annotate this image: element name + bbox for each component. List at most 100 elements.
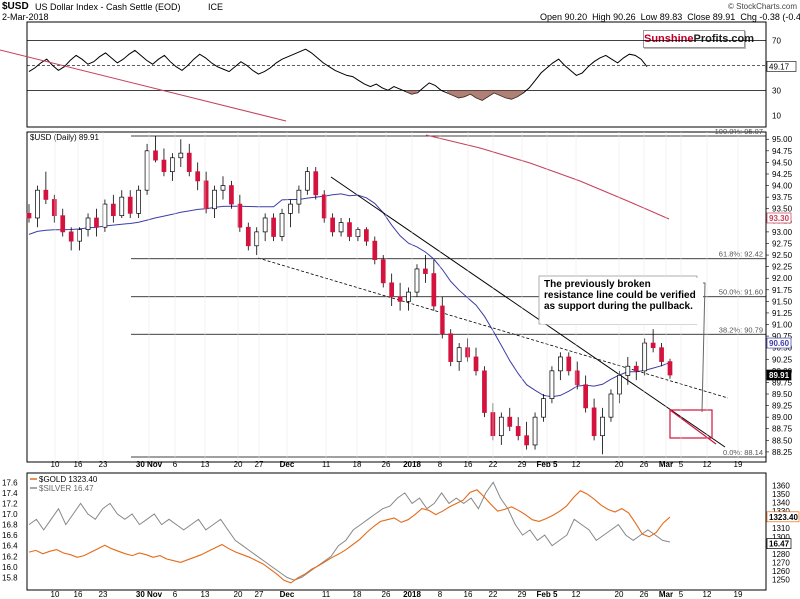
gs-x-tick: 5	[679, 590, 684, 599]
candle-body	[170, 157, 175, 173]
candle-body	[127, 196, 133, 214]
gs-x-tick: 2018	[403, 590, 421, 599]
candle-body	[347, 222, 352, 237]
gold-axis-tick: 1260	[772, 567, 790, 576]
usd-value-tag-ma50	[766, 337, 792, 349]
usd-x-tick: 18	[353, 460, 362, 469]
usd-x-tick: 22	[489, 460, 498, 469]
usd-x-tick: 13	[201, 460, 210, 469]
gold-value-tag	[766, 511, 800, 523]
usd-tick: 93.50	[772, 205, 793, 214]
annotation-callout: The previously broken resistance line co…	[541, 278, 703, 324]
candle-body	[94, 217, 99, 228]
rsi-value-label: 49.17	[769, 62, 790, 71]
gold-axis-tick: 1280	[772, 550, 790, 559]
candle-body	[304, 171, 310, 191]
candle-body	[617, 375, 622, 395]
silver-axis-tick: 16.2	[2, 552, 18, 561]
usd-tick: 88.75	[772, 425, 793, 434]
projection-line	[669, 409, 717, 445]
silver-axis-tick: 16.8	[2, 521, 18, 530]
usd-tick: 89.75	[772, 378, 793, 387]
logo-part-1: Sunshine	[644, 33, 694, 45]
candle-body	[26, 213, 32, 219]
candle-body	[338, 222, 344, 233]
candle-body	[608, 393, 614, 418]
candle-body	[423, 268, 428, 274]
gs-x-tick: 27	[255, 590, 264, 599]
candle-body	[667, 361, 673, 376]
candle-body	[110, 203, 116, 217]
usd-tick: 94.50	[772, 158, 793, 167]
candle-body	[178, 152, 184, 159]
candle-body	[279, 213, 285, 237]
candle-body	[237, 203, 243, 228]
candle-body	[482, 370, 487, 413]
silver-axis-tick: 16.6	[2, 531, 18, 540]
candle-body	[659, 347, 664, 362]
silver-line	[28, 481, 671, 581]
close-label: Close	[687, 12, 711, 22]
silver-axis-tick: 17.4	[2, 489, 18, 498]
candle-body	[380, 259, 386, 284]
gs-x-tick: 6	[173, 590, 178, 599]
silver-axis-tick: 17.0	[2, 510, 18, 519]
gs-x-tick: 13	[201, 590, 210, 599]
rsi-tick: 10	[772, 111, 781, 120]
usd-tick: 88.50	[772, 436, 793, 445]
candle-body	[102, 203, 108, 228]
candle-body	[229, 185, 234, 205]
chart-date: 2-Mar-2018	[2, 12, 49, 22]
candle-body	[186, 152, 192, 173]
candle-body	[625, 365, 631, 376]
usd-x-tick: 19	[734, 460, 743, 469]
candle-body	[439, 305, 445, 335]
candle-body	[372, 240, 378, 261]
candle-body	[77, 229, 82, 242]
silver-axis-tick: 17.6	[2, 478, 18, 487]
gold-axis-tick: 1300	[772, 533, 790, 542]
candle-body	[507, 416, 513, 427]
open-value: 90.20	[564, 12, 588, 22]
candle-body	[541, 398, 546, 418]
usd-x-tick: 8	[438, 460, 443, 469]
candle-body	[245, 226, 251, 247]
rsi-line	[28, 48, 648, 101]
usd-x-tick: 10	[51, 460, 60, 469]
candle-body	[498, 416, 504, 437]
fib-label: 50.0%: 91.60	[719, 288, 763, 297]
gs-x-tick: 22	[489, 590, 498, 599]
rsi-oversold-fill	[405, 90, 418, 95]
candle-body	[220, 185, 226, 191]
rsi-tick: 30	[772, 86, 781, 95]
candle-body	[591, 407, 597, 437]
candle-body	[85, 217, 91, 230]
gs-x-tick: 23	[99, 590, 108, 599]
gold-legend-label: $GOLD 1323.40	[39, 475, 98, 484]
usd-tick: 90.25	[772, 355, 793, 364]
high-value: 90.26	[613, 12, 636, 22]
usd-tick: 92.75	[772, 239, 793, 248]
candle-body	[330, 217, 335, 233]
candle-body	[136, 189, 141, 214]
candle-body	[600, 416, 605, 437]
candle-body	[524, 435, 529, 446]
gs-x-tick: 11	[322, 590, 331, 599]
usd-x-tick: 2018	[403, 460, 421, 469]
gs-x-tick: Mar	[659, 590, 673, 599]
usd-x-tick: Mar	[659, 460, 673, 469]
usd-x-tick: Dec	[280, 460, 295, 469]
chart-name: US Dollar Index - Cash Settle (EOD)	[35, 2, 181, 12]
silver-value-tag-label: 16.47	[769, 540, 790, 549]
candle-body	[532, 416, 538, 446]
usd-tick: 94.00	[772, 182, 793, 191]
usd-x-tick: 20	[234, 460, 243, 469]
silver-legend-label: $SILVER 16.47	[39, 484, 94, 493]
gs-x-tick: 12	[703, 590, 712, 599]
candle-body	[271, 217, 276, 237]
candle-body	[203, 180, 209, 210]
candle-body	[515, 426, 521, 437]
gold-axis-tick: 1360	[772, 482, 790, 491]
candle-body	[161, 159, 167, 173]
usd-x-tick: 16	[464, 460, 473, 469]
